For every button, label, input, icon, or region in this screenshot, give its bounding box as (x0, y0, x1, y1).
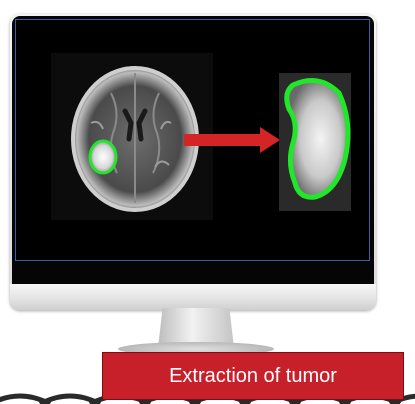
caption-banner: Extraction of tumor (102, 352, 404, 400)
brain-mri-panel (51, 53, 213, 220)
monitor (10, 14, 376, 310)
tumor-crop-panel (279, 73, 351, 211)
monitor-screen (15, 19, 370, 261)
monitor-chin (10, 284, 376, 310)
caption-text: Extraction of tumor (169, 364, 337, 387)
monitor-bezel (12, 16, 374, 284)
tumor-crop-icon (279, 73, 351, 211)
brain-mri-icon (71, 66, 199, 212)
monitor-stand-neck (158, 308, 234, 348)
right-arrow-icon (184, 127, 280, 153)
